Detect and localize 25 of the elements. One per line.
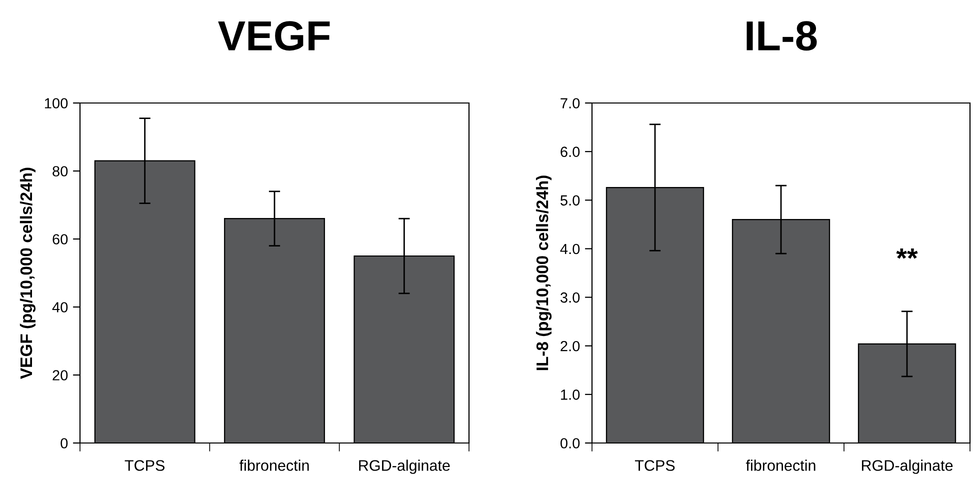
x-tick-label: TCPS <box>634 460 675 471</box>
y-tick-label: 0 <box>60 438 68 448</box>
y-tick-label: 5.0 <box>560 195 580 206</box>
y-tick-label: 4.0 <box>560 244 580 254</box>
chart-title: IL-8 <box>746 21 817 51</box>
chart-title: VEGF <box>218 21 330 51</box>
annotation: ** <box>896 248 918 259</box>
y-tick-label: 60 <box>52 234 68 244</box>
y-tick-label: 1.0 <box>561 390 580 400</box>
x-tick-label: fibronectin <box>239 460 309 471</box>
y-tick-label: 40 <box>52 302 68 312</box>
x-tick-label: TCPS <box>124 460 165 471</box>
y-tick-label: 80 <box>52 166 68 176</box>
y-tick-label: 2.0 <box>560 340 580 352</box>
y-axis-title: VEGF (pg/10,000 cells/24h) <box>20 168 36 379</box>
y-tick-label: 100 <box>44 98 68 108</box>
x-tick-label: RGD-alginate <box>862 460 953 474</box>
y-tick-label: 0.0 <box>560 438 580 448</box>
y-tick-label: 20 <box>52 370 68 380</box>
x-tick-label: fibronectin <box>746 460 816 471</box>
y-tick-label: 6.0 <box>560 146 580 157</box>
y-tick-label: 7.0 <box>560 98 580 108</box>
x-tick-label: RGD-alginate <box>359 460 450 474</box>
y-tick-label: 3.0 <box>560 292 580 303</box>
y-axis-title: IL-8 (pg/10,000 cells/24h) <box>536 176 552 370</box>
